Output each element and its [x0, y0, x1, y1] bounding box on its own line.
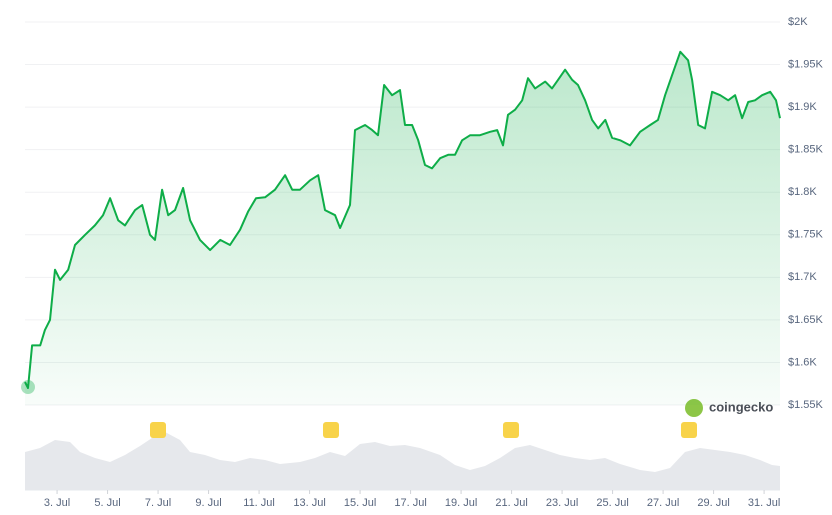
y-tick-label: $1.85K	[788, 144, 824, 156]
y-tick-label: $1.65K	[788, 314, 824, 326]
event-marker[interactable]	[681, 422, 697, 438]
event-marker[interactable]	[503, 422, 519, 438]
y-tick-label: $1.55K	[788, 399, 824, 411]
x-tick-label: 17. Jul	[394, 497, 426, 509]
y-tick-label: $1.75K	[788, 229, 824, 241]
event-marker[interactable]	[150, 422, 166, 438]
x-tick-label: 19. Jul	[445, 497, 477, 509]
start-point	[21, 380, 35, 395]
event-marker[interactable]	[323, 422, 339, 438]
area	[25, 51, 780, 406]
price-line	[24, 50, 781, 389]
x-tick-label: 9. Jul	[195, 497, 221, 509]
x-tick-label: 15. Jul	[344, 497, 376, 509]
y-tick-label: $1.6K	[788, 356, 817, 368]
x-tick-label: 31. Jul	[748, 497, 780, 509]
y-tick-label: $2K	[788, 16, 808, 28]
y-tick-label: $1.8K	[788, 186, 817, 198]
y-tick-label: $1.9K	[788, 101, 817, 113]
volume-area	[25, 432, 780, 490]
x-tick-label: 7. Jul	[145, 497, 171, 509]
y-tick-label: $1.7K	[788, 271, 817, 283]
x-tick-label: 27. Jul	[647, 497, 679, 509]
x-tick-label: 13. Jul	[293, 497, 325, 509]
x-tick-label: 11. Jul	[243, 497, 275, 509]
x-tick-label: 29. Jul	[697, 497, 729, 509]
x-tick-label: 23. Jul	[546, 497, 578, 509]
event-markers	[150, 422, 697, 438]
x-tick-label: 21. Jul	[495, 497, 527, 509]
x-tick-label: 25. Jul	[596, 497, 628, 509]
y-tick-label: $1.95K	[788, 58, 824, 70]
x-tick-label: 3. Jul	[44, 497, 70, 509]
x-tick-label: 5. Jul	[94, 497, 120, 509]
